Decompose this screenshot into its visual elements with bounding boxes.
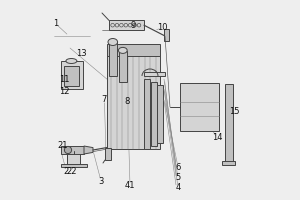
Text: 21: 21 — [57, 142, 68, 150]
Bar — [157, 85, 164, 143]
Bar — [225, 84, 233, 162]
Ellipse shape — [108, 38, 118, 46]
Text: 6: 6 — [175, 162, 181, 171]
Bar — [61, 146, 84, 154]
Bar — [144, 72, 165, 76]
Bar — [164, 29, 169, 41]
Bar — [222, 161, 236, 165]
Text: 14: 14 — [212, 134, 222, 142]
Text: 11: 11 — [59, 75, 70, 84]
Text: 10: 10 — [157, 23, 167, 32]
Bar — [180, 83, 219, 131]
Bar — [144, 79, 150, 149]
Text: 2: 2 — [64, 167, 69, 176]
Bar — [61, 61, 83, 89]
Bar — [107, 44, 160, 56]
Text: 7: 7 — [102, 96, 107, 104]
Text: 12: 12 — [59, 88, 70, 97]
Bar — [61, 164, 87, 167]
Text: 4: 4 — [176, 184, 181, 192]
Bar — [109, 20, 144, 30]
Text: 13: 13 — [76, 49, 86, 58]
Text: 22: 22 — [67, 167, 77, 176]
Bar — [119, 51, 127, 82]
Bar — [107, 55, 160, 149]
Text: 5: 5 — [176, 173, 181, 182]
Bar — [105, 148, 111, 160]
Ellipse shape — [66, 58, 77, 64]
Polygon shape — [84, 146, 93, 154]
Bar — [151, 82, 158, 146]
Text: 9: 9 — [130, 21, 136, 30]
Text: 41: 41 — [125, 180, 135, 190]
Text: 8: 8 — [124, 98, 130, 106]
Text: 3: 3 — [98, 176, 104, 186]
Bar — [67, 151, 80, 164]
Bar — [64, 66, 79, 86]
Ellipse shape — [118, 47, 127, 53]
Circle shape — [64, 146, 72, 154]
Bar — [109, 42, 117, 76]
Text: 1: 1 — [53, 20, 58, 28]
Text: 15: 15 — [229, 106, 239, 116]
